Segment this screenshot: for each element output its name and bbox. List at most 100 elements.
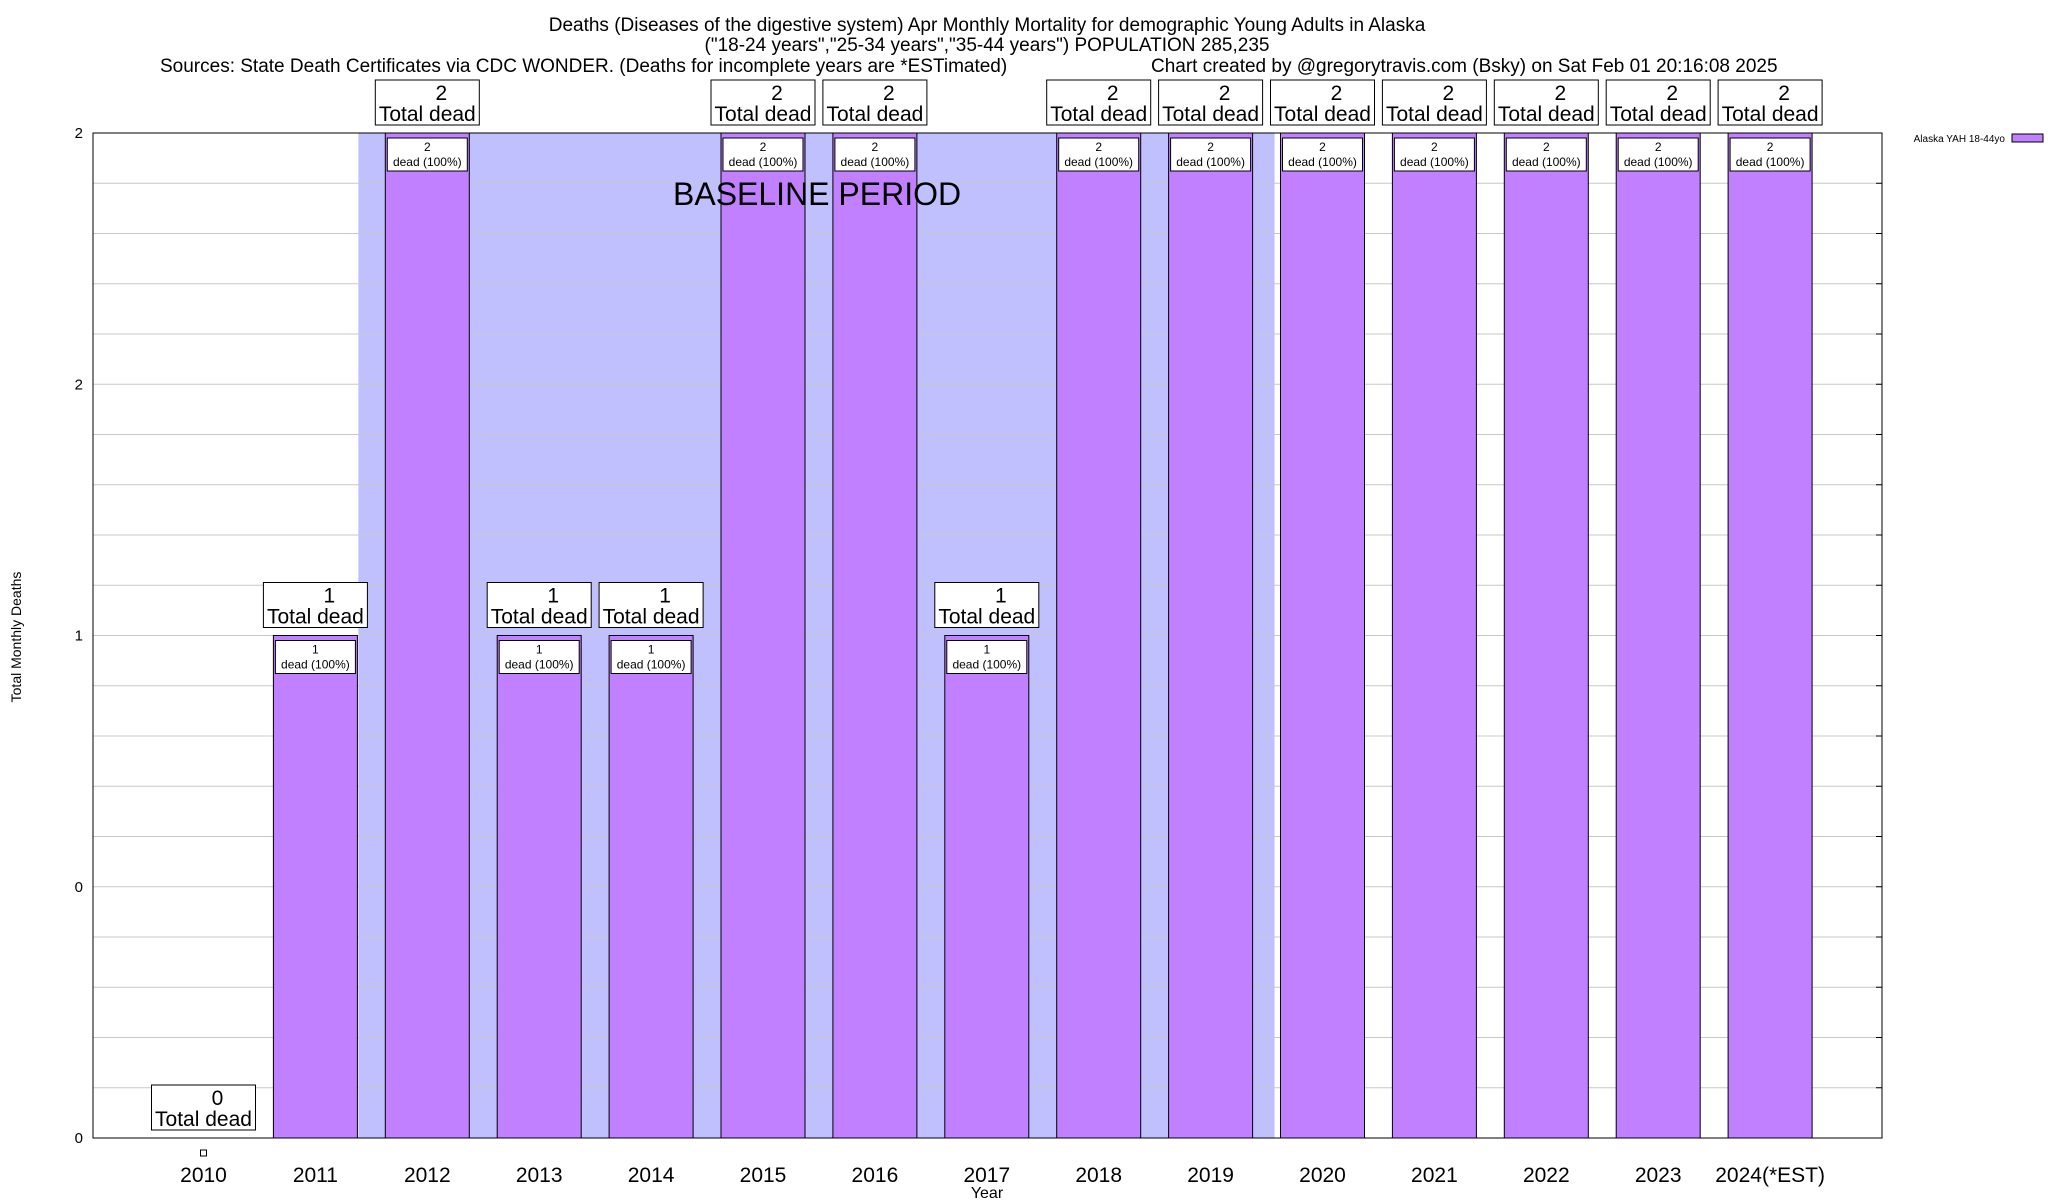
svg-text:dead (100%): dead (100%): [1176, 155, 1245, 169]
x-tick-label: 2021: [1411, 1164, 1458, 1187]
svg-text:0: 0: [212, 1087, 224, 1110]
svg-text:Total dead: Total dead: [1274, 103, 1371, 126]
svg-text:2: 2: [1219, 82, 1231, 105]
svg-text:1: 1: [983, 643, 990, 657]
svg-text:dead (100%): dead (100%): [729, 155, 798, 169]
svg-text:1: 1: [995, 585, 1007, 608]
svg-text:2: 2: [1655, 140, 1662, 154]
bar-2019: [1168, 132, 1254, 1139]
svg-text:dead (100%): dead (100%): [1064, 155, 1133, 169]
svg-text:2: 2: [1778, 82, 1790, 105]
svg-text:2: 2: [1331, 82, 1343, 105]
svg-text:dead (100%): dead (100%): [505, 658, 574, 672]
svg-text:Total dead: Total dead: [1050, 103, 1147, 126]
bar-2021: [1391, 132, 1477, 1139]
svg-text:Total dead: Total dead: [603, 606, 700, 629]
svg-text:Total dead: Total dead: [491, 606, 588, 629]
bar-2017: [944, 635, 1030, 1139]
svg-text:1: 1: [648, 643, 655, 657]
svg-text:Total dead: Total dead: [379, 103, 476, 126]
svg-text:2: 2: [424, 140, 431, 154]
y-tick-label: 2: [75, 376, 83, 393]
svg-text:dead (100%): dead (100%): [1736, 155, 1805, 169]
svg-text:dead (100%): dead (100%): [1512, 155, 1581, 169]
svg-text:1: 1: [312, 643, 319, 657]
x-tick-label: 2010: [180, 1164, 227, 1187]
baseline-label: BASELINE PERIOD: [673, 176, 961, 212]
y-tick-label: 0: [75, 879, 83, 896]
zero-marker-2010: [200, 1149, 207, 1157]
svg-text:2: 2: [1443, 82, 1455, 105]
chart-title-line-1: Deaths (Diseases of the digestive system…: [549, 15, 1426, 36]
svg-text:Total dead: Total dead: [715, 103, 812, 126]
svg-text:dead (100%): dead (100%): [281, 658, 350, 672]
svg-text:Total dead: Total dead: [1610, 103, 1707, 126]
svg-text:Total dead: Total dead: [938, 606, 1035, 629]
x-tick-label: 2016: [852, 1164, 899, 1187]
legend-swatch: [2011, 133, 2044, 143]
x-tick-label: 2018: [1075, 1164, 1122, 1187]
plot-frame: [92, 132, 1883, 1139]
svg-text:Total dead: Total dead: [155, 1108, 252, 1131]
x-tick-label: 2012: [404, 1164, 451, 1187]
svg-text:2: 2: [771, 82, 783, 105]
svg-text:2: 2: [1554, 82, 1566, 105]
svg-text:dead (100%): dead (100%): [841, 155, 910, 169]
svg-text:Total dead: Total dead: [267, 606, 364, 629]
x-tick-label: 2024(*EST): [1715, 1164, 1825, 1187]
svg-text:Total dead: Total dead: [1498, 103, 1595, 126]
bar-2015: [720, 132, 806, 1139]
x-tick-label: 2013: [516, 1164, 563, 1187]
x-tick-label: 2015: [740, 1164, 787, 1187]
svg-text:2: 2: [1543, 140, 1550, 154]
svg-text:2: 2: [1666, 82, 1678, 105]
svg-text:2: 2: [1107, 82, 1119, 105]
x-axis-label: Year: [971, 1185, 1004, 1200]
bar-2014: [608, 635, 694, 1139]
svg-text:1: 1: [659, 585, 671, 608]
x-tick-label: 2023: [1635, 1164, 1682, 1187]
svg-text:dead (100%): dead (100%): [1624, 155, 1693, 169]
x-tick-label: 2019: [1187, 1164, 1234, 1187]
svg-text:dead (100%): dead (100%): [1400, 155, 1469, 169]
chart-title-line-2: ("18-24 years","25-34 years","35-44 year…: [705, 35, 1270, 56]
legend: Alaska YAH 18-44yo: [1914, 133, 2044, 145]
x-tick-label: 2022: [1523, 1164, 1570, 1187]
bar-2024(*EST): [1727, 132, 1813, 1139]
y-tick-label: 2: [75, 125, 83, 142]
svg-text:2: 2: [1431, 140, 1438, 154]
svg-text:dead (100%): dead (100%): [393, 155, 462, 169]
x-tick-label: 2011: [293, 1164, 338, 1187]
x-tick-label: 2014: [628, 1164, 675, 1187]
svg-text:2: 2: [760, 140, 767, 154]
x-tick-label: 2020: [1299, 1164, 1346, 1187]
y-tick-label: 1: [75, 628, 83, 645]
svg-text:1: 1: [324, 585, 336, 608]
svg-text:Total dead: Total dead: [826, 103, 923, 126]
bar-2013: [496, 635, 582, 1139]
